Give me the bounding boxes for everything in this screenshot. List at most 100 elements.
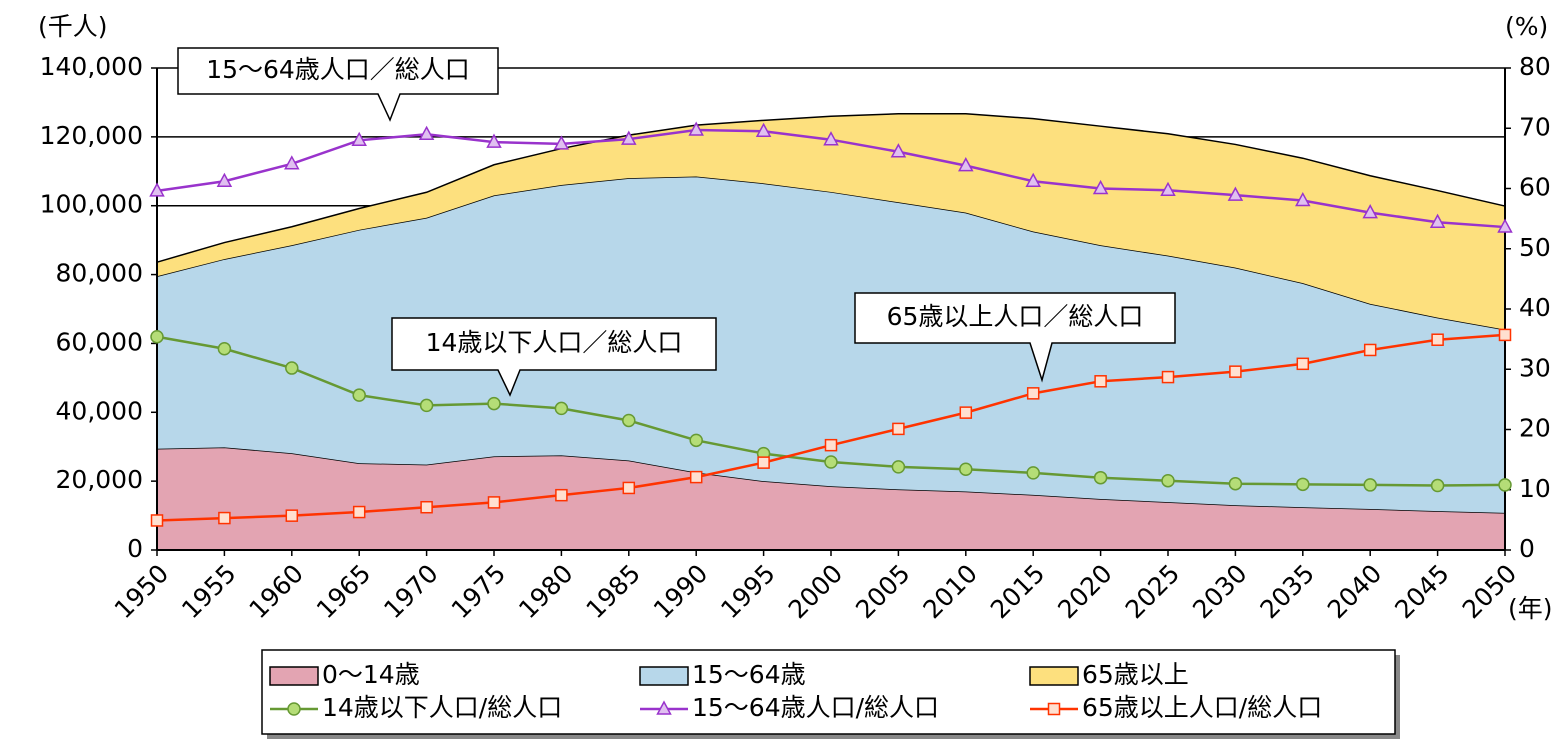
marker [1498, 478, 1512, 492]
marker [689, 433, 703, 448]
x-tick-label: 1960 [243, 559, 308, 624]
x-tick-label: 1965 [311, 559, 376, 624]
legend-label: 65歳以上人口/総人口 [1082, 693, 1322, 722]
x-tick-label: 2020 [1052, 559, 1117, 624]
x-tick-label: 1980 [513, 559, 578, 624]
marker [959, 406, 973, 419]
marker [1429, 213, 1446, 228]
marker [823, 131, 839, 146]
marker [553, 135, 570, 150]
marker [418, 125, 435, 141]
legend-label: 14歳以下人口/総人口 [322, 693, 562, 722]
legend-label: 0～14歳 [322, 660, 420, 689]
legend-swatch [639, 666, 689, 686]
y-tick-label: 140,000 [40, 52, 143, 81]
y-tick-label: 40,000 [56, 396, 143, 425]
x-tick-label: 2040 [1322, 559, 1387, 624]
x-tick-label: 2010 [917, 559, 982, 624]
x-tick-label: 1950 [109, 559, 174, 624]
marker [420, 500, 433, 514]
x-tick-label: 1955 [176, 559, 241, 624]
marker [824, 455, 838, 469]
x-tick-label: 1990 [648, 559, 713, 624]
x-axis-label: (年) [1508, 594, 1553, 623]
y2-tick-label: 10 [1519, 474, 1551, 503]
y2-tick-label: 20 [1519, 414, 1551, 443]
marker [352, 505, 366, 519]
marker [892, 422, 905, 436]
y2-tick-label: 80 [1519, 52, 1551, 81]
marker [285, 509, 299, 522]
x-tick-label: 1975 [446, 559, 511, 624]
marker [959, 462, 973, 477]
marker [1362, 204, 1378, 219]
marker [1295, 191, 1311, 207]
marker [1161, 370, 1175, 384]
y2-tick-label: 70 [1519, 112, 1551, 141]
x-tick-label: 2025 [1120, 559, 1185, 624]
legend [261, 649, 1396, 735]
area [157, 113, 1505, 330]
x-tick-label: 1970 [378, 559, 443, 624]
marker [1228, 476, 1243, 491]
marker [149, 182, 165, 197]
y2-tick-label: 60 [1519, 173, 1551, 202]
y-tick-label: 20,000 [56, 465, 143, 494]
callout [854, 292, 1176, 383]
legend-marker [1047, 702, 1061, 716]
marker [218, 511, 231, 525]
area-edge [156, 113, 1506, 263]
marker [486, 133, 502, 148]
marker [1497, 218, 1513, 233]
marker [1160, 181, 1176, 197]
marker [285, 361, 299, 375]
marker [1161, 473, 1175, 488]
y-axis-label: (千人) [38, 12, 108, 41]
marker [1430, 478, 1445, 493]
marker [1498, 328, 1512, 342]
marker [621, 130, 637, 145]
marker [1431, 333, 1444, 346]
x-tick-label: 2030 [1187, 559, 1252, 624]
x-tick-label: 2035 [1254, 559, 1319, 624]
legend-marker [656, 700, 672, 715]
y2-tick-label: 50 [1519, 233, 1551, 262]
marker [958, 157, 974, 172]
y2-axis-label: (%) [1505, 12, 1548, 41]
y2-tick-label: 30 [1519, 353, 1551, 382]
annotation: 14歳以下人口／総人口 [426, 328, 683, 357]
marker [891, 460, 906, 474]
marker [1094, 375, 1107, 388]
legend-label: 15～64歳 [692, 660, 806, 689]
marker [755, 122, 772, 138]
marker [487, 396, 501, 411]
marker [1296, 357, 1310, 371]
marker [1229, 365, 1242, 378]
legend-marker [287, 702, 301, 716]
legend-swatch [269, 666, 319, 686]
marker [1363, 478, 1377, 492]
marker [150, 329, 164, 344]
marker [890, 143, 907, 158]
legend-label: 15～64歳人口/総人口 [692, 693, 939, 722]
y2-tick-label: 0 [1519, 534, 1535, 563]
marker [1227, 186, 1244, 201]
marker [487, 496, 501, 509]
x-tick-label: 2015 [985, 559, 1050, 624]
marker [217, 342, 232, 356]
annotation: 65歳以上人口／総人口 [887, 302, 1144, 331]
area [157, 447, 1505, 550]
marker [688, 121, 704, 136]
y-tick-label: 120,000 [40, 121, 143, 150]
x-tick-label: 1995 [715, 559, 780, 624]
marker [284, 155, 300, 170]
y-tick-label: 80,000 [56, 259, 143, 288]
x-tick-label: 1985 [580, 559, 645, 624]
marker [622, 413, 636, 428]
marker [150, 514, 164, 527]
marker [1363, 343, 1377, 357]
marker [1296, 477, 1310, 492]
marker [352, 388, 366, 402]
y-tick-label: 60,000 [56, 327, 143, 356]
